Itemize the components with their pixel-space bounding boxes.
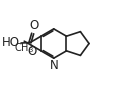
Text: CH$_3$: CH$_3$ — [14, 42, 34, 55]
Text: O: O — [29, 19, 38, 32]
Text: O: O — [27, 45, 37, 58]
Text: N: N — [50, 59, 59, 72]
Text: HO: HO — [2, 36, 20, 49]
